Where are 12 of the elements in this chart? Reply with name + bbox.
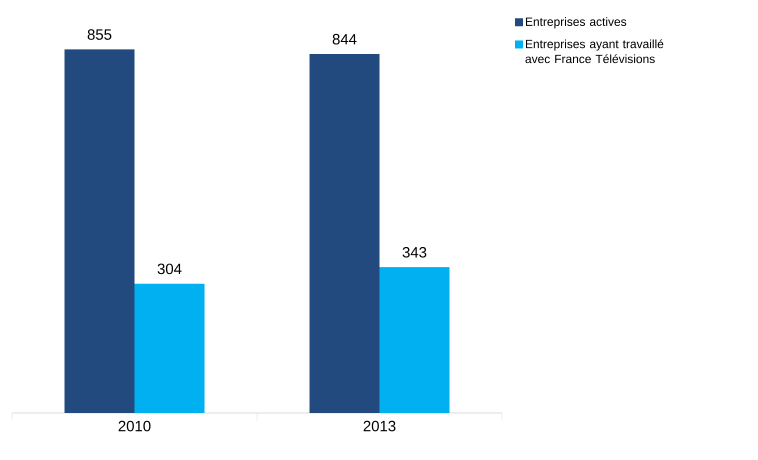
bar <box>134 284 205 413</box>
x-tick-label: 2013 <box>364 420 396 432</box>
data-label: 844 <box>332 34 357 45</box>
legend-label: Entreprises ayant travaillé avec France Télévisions <box>525 39 664 64</box>
x-tick-label: 2010 <box>118 420 151 432</box>
legend-label: Entreprises actives <box>526 17 626 28</box>
bar <box>310 54 380 413</box>
bar <box>380 267 450 413</box>
data-label: 855 <box>88 29 112 40</box>
bar <box>64 49 135 413</box>
data-label: 343 <box>402 247 426 258</box>
data-label: 304 <box>158 264 182 274</box>
